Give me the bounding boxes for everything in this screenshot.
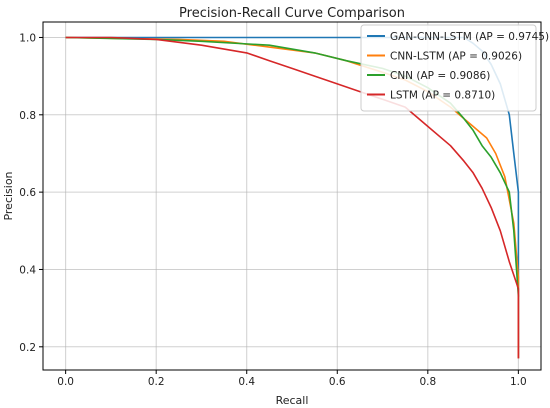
x-tick-label: 0.8 [419,376,436,388]
x-tick-label: 1.0 [510,376,527,388]
y-tick-label: 0.8 [19,110,36,122]
plot-frame [42,21,542,371]
x-tick-label: 0.4 [238,376,255,388]
x-axis-label: Recall [276,394,309,407]
chart-title: Precision-Recall Curve Comparison [179,6,405,21]
y-tick-label: 0.6 [19,187,36,199]
legend-label-0: GAN-CNN-LSTM (AP = 0.9745) [390,31,549,43]
y-axis-label: Precision [2,171,15,220]
y-tick-label: 0.4 [19,264,36,276]
x-tick-label: 0.6 [329,376,346,388]
legend-box [360,24,537,112]
legend-label-3: LSTM (AP = 0.8710) [390,90,495,102]
x-tick-label: 0.2 [148,376,165,388]
y-axis-ticks: 0.2 0.4 0.6 0.8 1.0 [19,32,43,354]
legend-label-2: CNN (AP = 0.9086) [390,70,490,82]
legend-label-1: CNN-LSTM (AP = 0.9026) [390,51,522,63]
x-tick-label: 0.0 [57,376,74,388]
y-tick-label: 0.2 [19,342,36,354]
x-axis-ticks: 0.0 0.2 0.4 0.6 0.8 1.0 [57,370,527,388]
legend-items: GAN-CNN-LSTM (AP = 0.9745) CNN-LSTM (AP =… [367,31,549,102]
y-tick-label: 1.0 [19,32,36,44]
legend: GAN-CNN-LSTM (AP = 0.9745) CNN-LSTM (AP =… [360,24,549,112]
